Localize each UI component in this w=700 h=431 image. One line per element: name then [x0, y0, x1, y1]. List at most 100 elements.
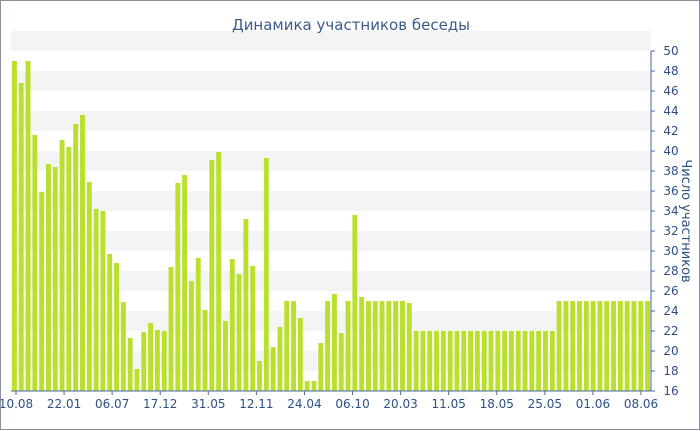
- bar: [229, 259, 235, 391]
- y-tick-label: 34: [663, 204, 678, 218]
- bar: [11, 61, 17, 391]
- bar: [73, 124, 79, 391]
- bar: [624, 301, 630, 391]
- bar: [284, 301, 290, 391]
- grid-band: [11, 351, 651, 371]
- x-axis-ticks: 10.08 22.01 06.07 17.12 31.05 12.11 24.04 06.10…: [1, 391, 658, 411]
- bar: [277, 327, 283, 391]
- bar: [39, 192, 45, 391]
- bar: [107, 254, 113, 391]
- bar: [488, 331, 494, 391]
- bar: [631, 301, 637, 391]
- bar: [270, 347, 276, 391]
- bar: [291, 301, 296, 391]
- bar: [318, 343, 324, 391]
- y-tick-label: 18: [663, 364, 678, 378]
- bar: [474, 331, 480, 391]
- bar: [18, 83, 24, 391]
- x-tick-label: 11.05: [432, 397, 466, 411]
- bar: [93, 209, 99, 391]
- bar: [522, 331, 528, 391]
- x-tick-label: 18.05: [480, 397, 514, 411]
- y-tick-label: 22: [663, 324, 678, 338]
- bar: [359, 297, 365, 391]
- bar: [32, 135, 38, 391]
- bar: [216, 152, 222, 391]
- bar: [161, 331, 167, 391]
- bar: [563, 301, 569, 391]
- bar: [379, 301, 385, 391]
- bar: [100, 211, 106, 391]
- bar: [577, 301, 582, 391]
- bar: [250, 266, 256, 391]
- bar: [168, 267, 174, 391]
- bar: [556, 301, 562, 391]
- x-tick-label: 06.07: [95, 397, 129, 411]
- bar: [393, 301, 399, 391]
- bar: [352, 215, 358, 391]
- x-tick-label: 20.03: [383, 397, 417, 411]
- bar: [202, 310, 208, 391]
- x-tick-label: 24.04: [287, 397, 321, 411]
- bar: [80, 115, 85, 391]
- bar: [243, 219, 249, 391]
- bar: [331, 294, 337, 391]
- bar: [400, 301, 405, 391]
- bar: [223, 321, 228, 391]
- bar: [127, 338, 133, 391]
- bar: [154, 330, 160, 391]
- y-tick-label: 36: [663, 184, 678, 198]
- bar: [134, 369, 140, 391]
- y-tick-label: 50: [663, 44, 678, 58]
- grid-band: [11, 31, 651, 51]
- grid-band: [11, 111, 651, 131]
- y-axis-label: Число участников: [678, 159, 693, 282]
- grid-band: [11, 151, 651, 171]
- bar: [543, 331, 548, 391]
- bar: [311, 381, 317, 391]
- bar: [304, 381, 310, 391]
- bar: [46, 164, 51, 391]
- bar: [549, 331, 555, 391]
- bar: [338, 333, 344, 391]
- bar: [468, 331, 474, 391]
- bar: [257, 361, 262, 391]
- bar: [386, 301, 392, 391]
- grid-band: [11, 231, 651, 251]
- bar: [570, 301, 576, 391]
- bar: [188, 281, 194, 391]
- bar: [645, 301, 651, 391]
- chart-title: Динамика участников беседы: [232, 16, 470, 34]
- bar: [597, 301, 603, 391]
- y-tick-label: 38: [663, 164, 678, 178]
- x-tick-label: 08.06: [624, 397, 658, 411]
- x-tick-label: 25.05: [528, 397, 562, 411]
- y-tick-label: 24: [663, 304, 678, 318]
- bar: [515, 331, 521, 391]
- y-tick-label: 40: [663, 144, 678, 158]
- bar: [536, 331, 542, 391]
- y-tick-label: 20: [663, 344, 678, 358]
- bar: [427, 331, 433, 391]
- grid-band: [11, 311, 651, 331]
- x-tick-label: 17.12: [143, 397, 177, 411]
- bar: [406, 303, 412, 391]
- bar: [209, 160, 215, 391]
- x-tick-label: 01.06: [576, 397, 610, 411]
- y-tick-label: 26: [663, 284, 678, 298]
- bar: [611, 301, 616, 391]
- bar: [454, 331, 460, 391]
- grid-band: [11, 271, 651, 291]
- bar: [236, 274, 242, 391]
- bar: [297, 318, 303, 391]
- bar: [590, 301, 596, 391]
- x-tick-label: 12.11: [239, 397, 273, 411]
- x-tick-label: 06.10: [335, 397, 369, 411]
- bar: [604, 301, 610, 391]
- bar: [366, 301, 371, 391]
- bar: [25, 61, 31, 391]
- y-tick-label: 30: [663, 244, 678, 258]
- bar: [529, 331, 535, 391]
